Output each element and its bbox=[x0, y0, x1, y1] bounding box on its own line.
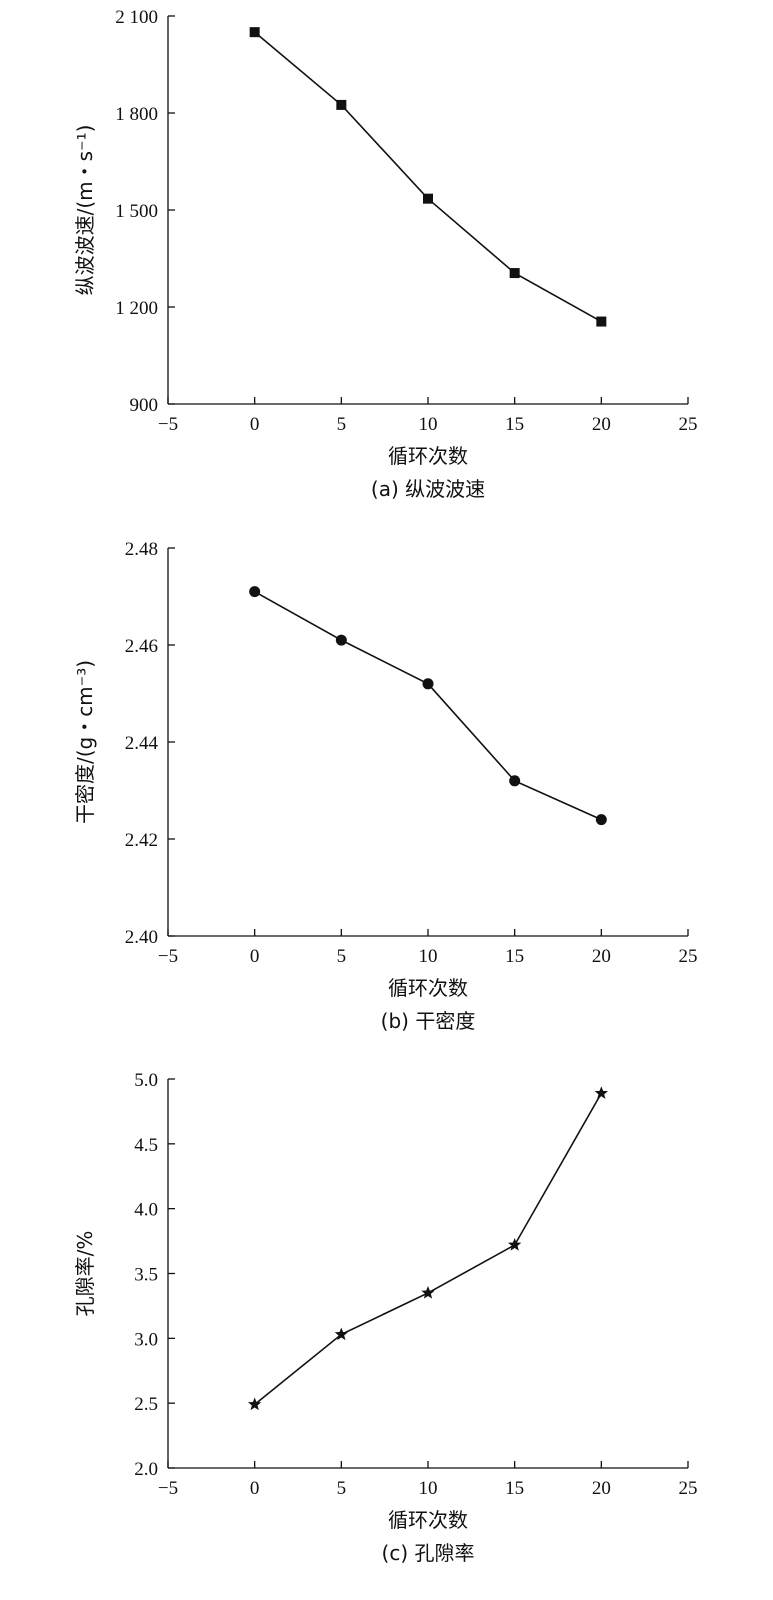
x-tick-label: 5 bbox=[337, 1478, 347, 1499]
y-tick-label: 4.0 bbox=[134, 1200, 158, 1221]
x-axis-title: 循环次数 bbox=[388, 976, 468, 1000]
chart-panel-a: 900 1 200 1 500 1 800 2 100 −5 0 5 10 15 20 25 纵波波速/… bbox=[73, 7, 698, 501]
y-tick-label: 4.5 bbox=[134, 1135, 158, 1156]
y-tick-label: 3.5 bbox=[134, 1265, 158, 1286]
x-tick-label: 0 bbox=[250, 414, 260, 435]
data-point-circle bbox=[595, 814, 607, 826]
y-tick-label: 900 bbox=[130, 395, 159, 416]
x-axis-title: 循环次数 bbox=[388, 1508, 468, 1532]
series-line bbox=[254, 1092, 603, 1406]
data-point-star bbox=[334, 1327, 348, 1341]
panel-caption: (c) 孔隙率 bbox=[382, 1541, 475, 1565]
x-tick-label: −5 bbox=[158, 1478, 178, 1499]
y-tick-label: 2.46 bbox=[125, 636, 158, 657]
x-tick-label: 15 bbox=[505, 414, 524, 435]
x-tick-label: −5 bbox=[158, 414, 178, 435]
x-tick-label: 5 bbox=[337, 414, 347, 435]
series-line bbox=[254, 590, 602, 821]
x-tick-label: 15 bbox=[505, 946, 524, 967]
panel-caption: (a) 纵波波速 bbox=[371, 477, 485, 501]
data-point-square bbox=[336, 99, 347, 110]
data-point-star bbox=[421, 1285, 435, 1299]
x-tick-label: −5 bbox=[158, 946, 178, 967]
y-tick-label: 1 800 bbox=[115, 104, 158, 125]
x-tick-label: 15 bbox=[505, 1478, 524, 1499]
data-point-square bbox=[509, 268, 520, 279]
x-tick-label: 20 bbox=[592, 946, 611, 967]
data-point-square bbox=[596, 316, 607, 327]
panel-caption: (b) 干密度 bbox=[381, 1009, 476, 1033]
series-line bbox=[254, 31, 602, 323]
y-tick-label: 5.0 bbox=[134, 1070, 158, 1091]
y-axis-title: 干密度/(g・cm⁻³) bbox=[73, 660, 97, 824]
data-point-circle bbox=[335, 634, 347, 646]
x-tick-label: 5 bbox=[337, 946, 347, 967]
y-tick-label: 2.0 bbox=[134, 1459, 158, 1480]
data-point-square bbox=[423, 193, 433, 204]
x-tick-label: 0 bbox=[250, 1478, 260, 1499]
x-tick-label: 25 bbox=[679, 1478, 698, 1499]
x-axis-title: 循环次数 bbox=[388, 444, 468, 468]
data-point-star bbox=[508, 1237, 522, 1251]
x-tick-label: 20 bbox=[592, 1478, 611, 1499]
x-tick-label: 0 bbox=[250, 946, 260, 967]
y-tick-label: 2.5 bbox=[134, 1394, 158, 1415]
y-tick-label: 1 500 bbox=[115, 201, 158, 222]
y-tick-label: 1 200 bbox=[115, 298, 158, 319]
data-point-star bbox=[594, 1086, 608, 1099]
y-tick-label: 2.42 bbox=[125, 830, 158, 851]
y-tick-label: 2.40 bbox=[125, 927, 158, 948]
y-tick-label: 3.0 bbox=[134, 1329, 158, 1350]
data-point-circle bbox=[422, 678, 434, 690]
data-point-circle bbox=[509, 775, 521, 787]
x-tick-label: 20 bbox=[592, 414, 611, 435]
data-point-square bbox=[249, 27, 260, 38]
y-tick-label: 2.48 bbox=[125, 539, 158, 560]
x-tick-label: 25 bbox=[679, 946, 698, 967]
y-axis-title: 孔隙率/% bbox=[73, 1231, 97, 1317]
x-tick-label: 10 bbox=[419, 1478, 438, 1499]
y-tick-label: 2.44 bbox=[125, 733, 159, 754]
data-point-circle bbox=[249, 586, 261, 598]
x-tick-label: 25 bbox=[679, 414, 698, 435]
chart-panel-c: 2.0 2.5 3.0 3.5 4.0 4.5 5.0 −5 0 5 10 15 20 25 孔隙率/% 循环… bbox=[73, 1070, 698, 1565]
chart-panel-b: 2.40 2.42 2.44 2.46 2.48 −5 0 5 10 15 20 25 干密度/(g・c… bbox=[73, 539, 698, 1033]
y-tick-label: 2 100 bbox=[115, 7, 158, 28]
x-tick-label: 10 bbox=[419, 946, 438, 967]
y-axis-title: 纵波波速/(m・s⁻¹) bbox=[73, 125, 97, 296]
data-point-star bbox=[248, 1397, 262, 1411]
x-tick-label: 10 bbox=[419, 414, 438, 435]
